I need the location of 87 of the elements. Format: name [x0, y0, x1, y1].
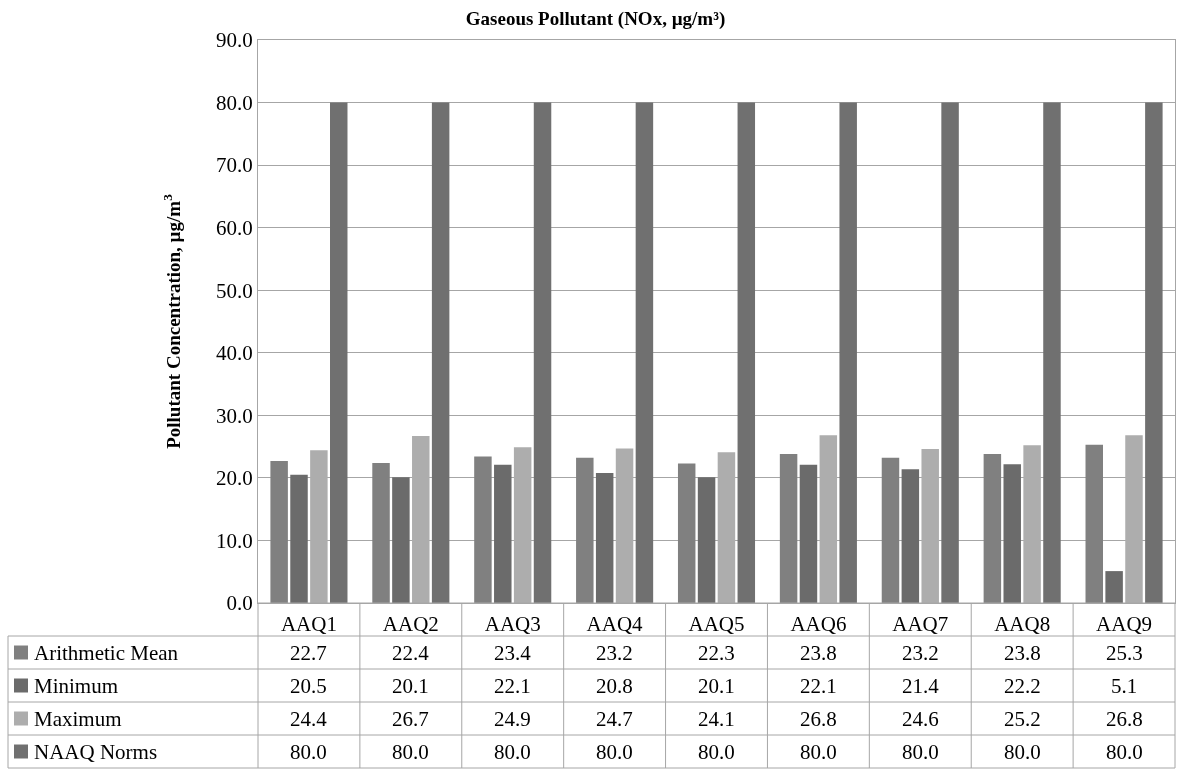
x-tick-label: AAQ2	[382, 612, 439, 637]
data-label: 22.3	[698, 641, 735, 665]
bar	[1145, 102, 1163, 603]
bar	[392, 477, 410, 603]
x-tick-label: AAQ5	[688, 612, 745, 637]
bar	[330, 102, 348, 603]
x-tick-label: AAQ9	[1096, 612, 1153, 637]
bar	[595, 472, 614, 603]
data-label: 80.0	[698, 740, 735, 764]
data-label: 20.8	[596, 674, 633, 698]
bar	[270, 461, 288, 603]
data-label: 5.1	[1111, 674, 1138, 698]
y-tick-label: 0.0	[226, 591, 253, 616]
data-label: 80.0	[596, 740, 633, 764]
data-label: 23.2	[596, 641, 633, 665]
x-tick-label: AAQ6	[790, 612, 847, 637]
data-label: 80.0	[800, 740, 837, 764]
x-tick-label: AAQ3	[484, 612, 541, 637]
y-tick-label: 20.0	[216, 466, 253, 491]
y-tick-label: 50.0	[216, 278, 253, 303]
data-label: 25.2	[1004, 707, 1041, 731]
bar	[779, 454, 798, 603]
data-label: 80.0	[392, 740, 429, 764]
data-label: 25.3	[1106, 641, 1143, 665]
bar	[576, 457, 594, 603]
data-label: 80.0	[494, 740, 531, 764]
data-label: 24.1	[698, 707, 735, 731]
bar	[635, 102, 654, 603]
data-label: 23.2	[902, 641, 939, 665]
bar	[697, 477, 716, 603]
bar	[1105, 571, 1123, 603]
bar	[372, 462, 390, 603]
y-tick-label: 40.0	[216, 341, 253, 366]
data-label: 80.0	[290, 740, 327, 764]
chart-title: Gaseous Pollutant (NOx, µg/m³)	[465, 8, 726, 31]
bar	[799, 464, 818, 603]
bar	[839, 102, 857, 603]
y-tick-label: 30.0	[216, 403, 253, 428]
legend-label: NAAQ Norms	[34, 740, 158, 764]
data-label: 80.0	[902, 740, 939, 764]
data-label: 22.7	[290, 641, 327, 665]
data-label: 24.6	[902, 707, 939, 731]
data-label: 20.1	[392, 674, 429, 698]
bar	[1003, 464, 1021, 603]
bar	[1085, 444, 1103, 603]
x-tick-label: AAQ4	[586, 612, 644, 637]
data-label: 24.9	[494, 707, 531, 731]
data-label: 26.8	[800, 707, 837, 731]
bar	[1043, 102, 1061, 603]
data-label: 22.4	[392, 641, 430, 665]
data-label: 22.1	[800, 674, 837, 698]
data-label: 23.4	[494, 641, 532, 665]
x-tick-label: AAQ8	[994, 612, 1051, 637]
bar	[901, 469, 920, 603]
bar	[737, 102, 756, 603]
y-tick-label: 70.0	[216, 153, 253, 178]
data-label: 80.0	[1106, 740, 1143, 764]
data-label: 22.2	[1004, 674, 1041, 698]
data-label: 20.5	[290, 674, 327, 698]
data-label: 21.4	[902, 674, 940, 698]
bar	[881, 457, 900, 603]
bar	[983, 454, 1002, 603]
bar	[941, 102, 959, 603]
bar	[494, 464, 512, 603]
y-tick-label: 80.0	[216, 90, 253, 115]
data-label: 24.7	[596, 707, 633, 731]
y-tick-label: 10.0	[216, 528, 253, 553]
bar	[290, 474, 308, 603]
x-tick-label: AAQ7	[892, 612, 949, 637]
legend-label: Minimum	[34, 674, 119, 698]
legend-label: Arithmetic Mean	[34, 641, 179, 665]
data-label: 26.7	[392, 707, 429, 731]
bar	[431, 102, 450, 603]
y-tick-label: 60.0	[216, 216, 253, 241]
bar	[474, 456, 492, 603]
data-label: 22.1	[494, 674, 531, 698]
data-label: 23.8	[800, 641, 837, 665]
x-tick-label: AAQ1	[280, 612, 337, 637]
data-label: 26.8	[1106, 707, 1143, 731]
data-label: 80.0	[1004, 740, 1041, 764]
y-tick-label: 90.0	[216, 28, 253, 53]
bar	[677, 463, 696, 603]
data-label: 20.1	[698, 674, 735, 698]
legend-label: Maximum	[34, 707, 122, 731]
bar	[533, 102, 552, 603]
data-label: 23.8	[1004, 641, 1041, 665]
data-label: 24.4	[290, 707, 328, 731]
